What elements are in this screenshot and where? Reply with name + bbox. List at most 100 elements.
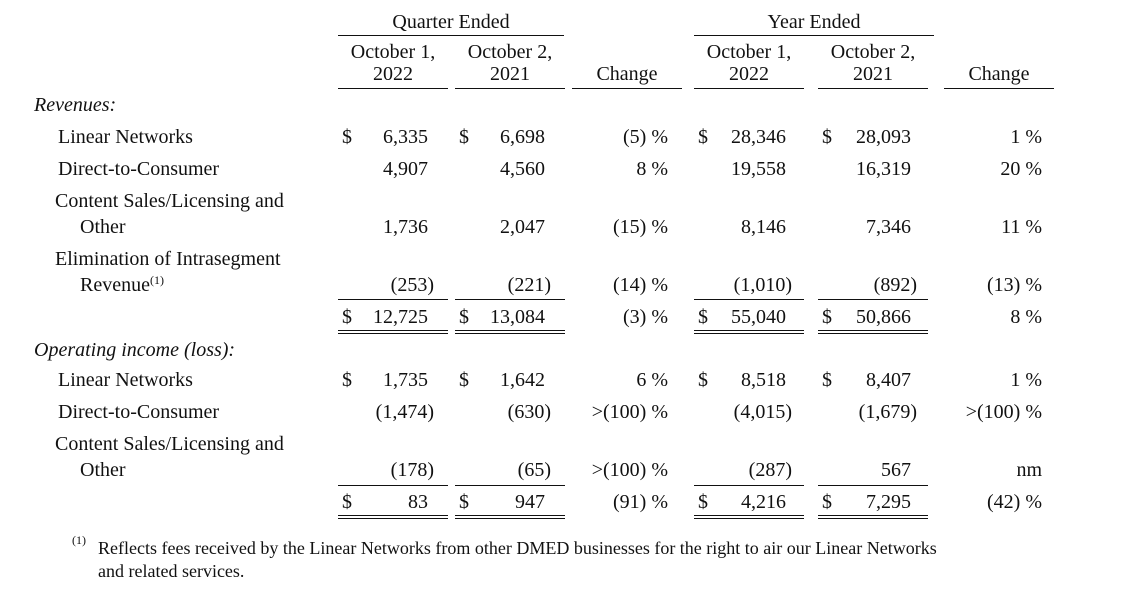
op-total-y22: 4,216	[741, 491, 786, 513]
currency-sign: $	[698, 369, 708, 391]
footnote-text-line1: Reflects fees received by the Linear Net…	[98, 538, 937, 558]
currency-sign: $	[698, 126, 708, 148]
op-subtotal-rule	[338, 485, 448, 486]
op-content-qchg: >(100) %	[591, 459, 668, 481]
q-oct2-header-line2: 2021	[490, 63, 530, 85]
rev-elim-label-text: Revenue	[80, 274, 150, 296]
y-oct1-header-line2: 2022	[729, 63, 769, 85]
rev-dtc-label: Direct-to-Consumer	[58, 158, 220, 180]
op-total-double-rule	[338, 515, 448, 519]
op-dtc-y22: (4,015)	[733, 401, 792, 423]
currency-sign: $	[822, 126, 832, 148]
rev-linear-y22: 28,346	[731, 126, 786, 148]
rev-content-label-line1: Content Sales/Licensing and	[55, 190, 284, 212]
op-linear-label: Linear Networks	[58, 369, 193, 391]
rev-dtc-ychg: 20 %	[1000, 158, 1042, 180]
y-change-header-underline	[944, 88, 1054, 89]
rev-total-double-rule	[694, 330, 804, 334]
rev-linear-ychg: 1 %	[1010, 126, 1042, 148]
rev-total-q22: 12,725	[373, 306, 428, 328]
q-oct2-header-line1: October 2,	[467, 41, 553, 63]
year-ended-header: Year Ended	[767, 11, 861, 33]
rev-linear-label: Linear Networks	[58, 126, 193, 148]
rev-elim-q21: (221)	[507, 274, 551, 296]
rev-content-qchg: (15) %	[613, 216, 668, 238]
rev-content-q21: 2,047	[500, 216, 545, 238]
rev-total-qchg: (3) %	[623, 306, 668, 328]
op-total-double-rule	[818, 515, 928, 519]
op-dtc-q21: (630)	[507, 401, 551, 423]
op-total-q21: 947	[515, 491, 545, 513]
rev-dtc-q21: 4,560	[500, 158, 545, 180]
rev-total-ychg: 8 %	[1010, 306, 1042, 328]
rev-subtotal-rule	[455, 299, 565, 300]
currency-sign: $	[822, 491, 832, 513]
op-total-double-rule	[455, 515, 565, 519]
rev-dtc-y21: 16,319	[856, 158, 911, 180]
op-total-qchg: (91) %	[613, 491, 668, 513]
rev-content-q22: 1,736	[383, 216, 428, 238]
op-dtc-ychg: >(100) %	[965, 401, 1042, 423]
currency-sign: $	[459, 369, 469, 391]
op-linear-q21: 1,642	[500, 369, 545, 391]
rev-total-double-rule	[818, 330, 928, 334]
op-dtc-q22: (1,474)	[375, 401, 434, 423]
rev-total-q21: 13,084	[490, 306, 545, 328]
rev-elim-y22: (1,010)	[733, 274, 792, 296]
rev-content-label-line2: Other	[80, 216, 126, 238]
currency-sign: $	[459, 126, 469, 148]
y-change-header: Change	[968, 63, 1030, 85]
quarter-header-rule	[338, 35, 564, 36]
currency-sign: $	[342, 369, 352, 391]
currency-sign: $	[342, 126, 352, 148]
currency-sign: $	[822, 369, 832, 391]
op-subtotal-rule	[694, 485, 804, 486]
y-oct2-header-line2: 2021	[853, 63, 893, 85]
rev-linear-y21: 28,093	[856, 126, 911, 148]
op-linear-ychg: 1 %	[1010, 369, 1042, 391]
q-oct2-header-underline	[455, 88, 565, 89]
rev-linear-q22: 6,335	[383, 126, 428, 148]
rev-elim-label-line1: Elimination of Intrasegment	[55, 248, 281, 270]
rev-dtc-y22: 19,558	[731, 158, 786, 180]
rev-subtotal-rule	[694, 299, 804, 300]
op-content-label-line2: Other	[80, 459, 126, 481]
op-total-q22: 83	[408, 491, 428, 513]
op-linear-q22: 1,735	[383, 369, 428, 391]
y-oct2-header-underline	[818, 88, 928, 89]
q-oct1-header-line1: October 1,	[350, 41, 436, 63]
currency-sign: $	[459, 491, 469, 513]
op-content-y22: (287)	[748, 459, 792, 481]
op-dtc-qchg: >(100) %	[591, 401, 668, 423]
currency-sign: $	[698, 306, 708, 328]
rev-linear-qchg: (5) %	[623, 126, 668, 148]
footnote-reference: (1)	[149, 273, 164, 287]
rev-content-y22: 8,146	[741, 216, 786, 238]
currency-sign: $	[342, 491, 352, 513]
rev-elim-y21: (892)	[873, 274, 917, 296]
op-total-double-rule	[694, 515, 804, 519]
op-content-ychg: nm	[1016, 459, 1042, 481]
op-dtc-label: Direct-to-Consumer	[58, 401, 220, 423]
rev-subtotal-rule	[818, 299, 928, 300]
year-header-rule	[694, 35, 934, 36]
rev-content-y21: 7,346	[866, 216, 911, 238]
q-oct1-header-underline	[338, 88, 448, 89]
rev-dtc-qchg: 8 %	[636, 158, 668, 180]
rev-total-y22: 55,040	[731, 306, 786, 328]
q-oct1-header-line2: 2022	[373, 63, 413, 85]
y-oct1-header-underline	[694, 88, 804, 89]
rev-total-double-rule	[338, 330, 448, 334]
op-content-label-line1: Content Sales/Licensing and	[55, 433, 284, 455]
rev-total-y21: 50,866	[856, 306, 911, 328]
currency-sign: $	[342, 306, 352, 328]
q-change-header: Change	[596, 63, 658, 85]
quarter-ended-header: Quarter Ended	[392, 11, 510, 33]
rev-dtc-q22: 4,907	[383, 158, 428, 180]
op-subtotal-rule	[818, 485, 928, 486]
operating-section-title: Operating income (loss):	[34, 339, 236, 361]
rev-elim-qchg: (14) %	[613, 274, 668, 296]
op-linear-y22: 8,518	[741, 369, 786, 391]
rev-total-double-rule	[455, 330, 565, 334]
